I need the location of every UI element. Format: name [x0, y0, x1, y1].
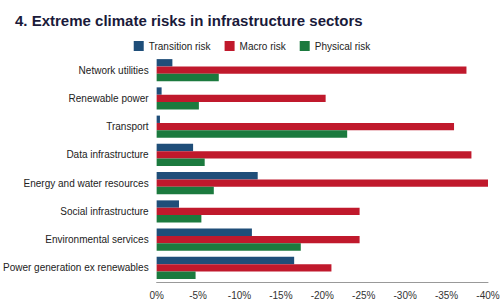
svg-text:Energy and water resources: Energy and water resources [24, 178, 149, 189]
svg-text:Environmental services: Environmental services [45, 234, 148, 245]
svg-text:Transport: Transport [106, 121, 149, 132]
svg-text:0%: 0% [149, 290, 164, 301]
svg-text:-15%: -15% [269, 290, 292, 301]
svg-text:-30%: -30% [393, 290, 416, 301]
svg-text:Physical risk: Physical risk [315, 41, 372, 52]
svg-text:Renewable power: Renewable power [69, 93, 150, 104]
svg-text:Data infrastructure: Data infrastructure [66, 149, 149, 160]
svg-text:-25%: -25% [352, 290, 375, 301]
svg-text:4. Extreme climate risks in in: 4. Extreme climate risks in infrastructu… [15, 12, 363, 29]
svg-text:Macro risk: Macro risk [240, 41, 287, 52]
svg-text:-35%: -35% [435, 290, 458, 301]
svg-text:-20%: -20% [311, 290, 334, 301]
svg-text:Network utilities: Network utilities [79, 65, 149, 76]
svg-text:Power generation ex renewables: Power generation ex renewables [3, 262, 149, 273]
svg-text:-10%: -10% [228, 290, 251, 301]
svg-text:Social infrastructure: Social infrastructure [60, 206, 149, 217]
svg-text:-40%: -40% [476, 290, 499, 301]
svg-text:-5%: -5% [189, 290, 207, 301]
svg-text:Transition risk: Transition risk [149, 41, 212, 52]
